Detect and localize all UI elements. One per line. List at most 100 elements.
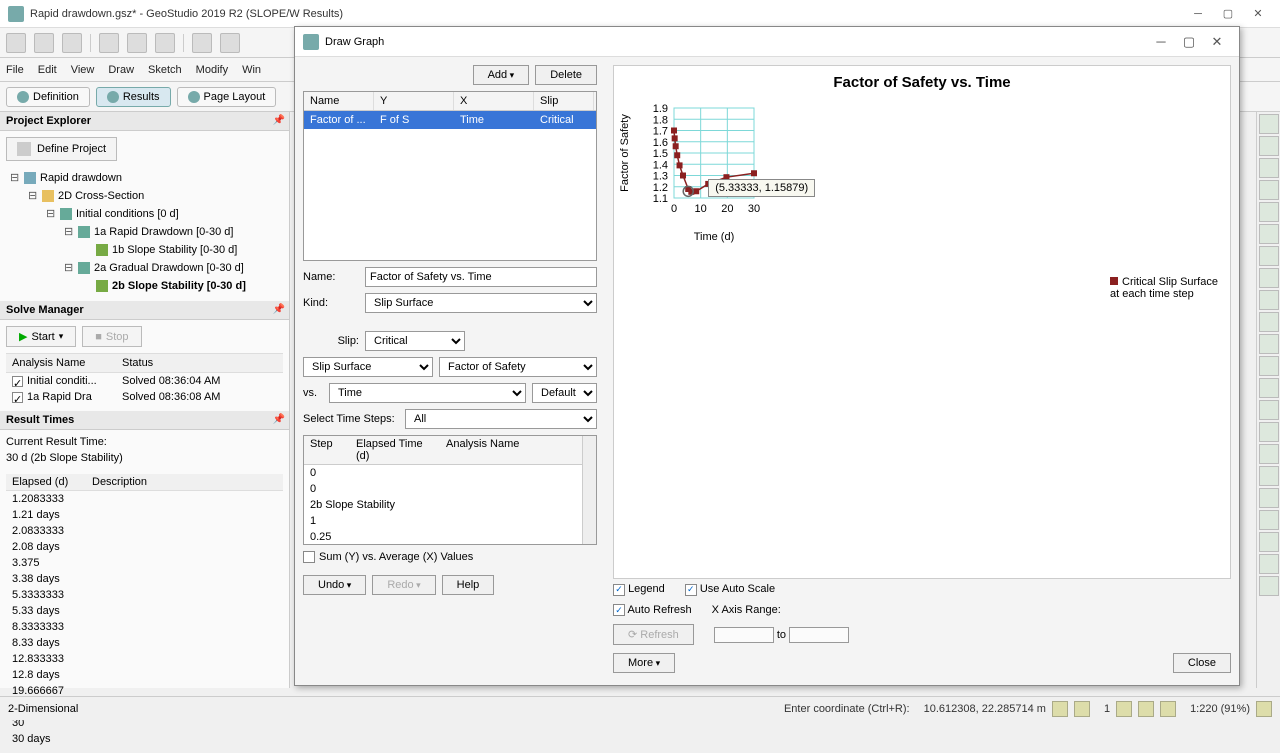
- tool-icon[interactable]: [1259, 576, 1279, 596]
- steps-select[interactable]: All: [405, 409, 597, 429]
- redo-button[interactable]: Redo: [372, 575, 435, 595]
- help-icon[interactable]: [1256, 701, 1272, 717]
- stop-button[interactable]: ■Stop: [82, 326, 141, 347]
- tree-node[interactable]: ⊟Rapid drawdown: [6, 169, 283, 187]
- x-range-from[interactable]: [714, 627, 774, 643]
- start-button[interactable]: ▶Start▾: [6, 326, 76, 347]
- mode-definition[interactable]: Definition: [6, 87, 90, 107]
- zoom-in-icon[interactable]: [1160, 701, 1176, 717]
- time-steps-table[interactable]: StepElapsed Time (d)Analysis Name 002b S…: [303, 435, 597, 545]
- pin-icon[interactable]: 📌: [273, 115, 285, 126]
- save-icon[interactable]: [62, 33, 82, 53]
- dialog-minimize-icon[interactable]: ─: [1147, 34, 1175, 49]
- redo-icon[interactable]: [220, 33, 240, 53]
- zoom-out-icon[interactable]: [1116, 701, 1132, 717]
- close-button[interactable]: Close: [1173, 653, 1231, 673]
- help-button[interactable]: Help: [442, 575, 495, 595]
- undo-icon[interactable]: [192, 33, 212, 53]
- menu-edit[interactable]: Edit: [38, 64, 57, 76]
- analysis-row[interactable]: ✓ Initial conditi...Solved 08:36:04 AM: [6, 373, 283, 389]
- tool-icon[interactable]: [1259, 510, 1279, 530]
- auto-refresh-checkbox[interactable]: ✓: [613, 604, 625, 616]
- tree-node[interactable]: 2b Slope Stability [0-30 d]: [6, 277, 283, 295]
- tool-icon[interactable]: [1259, 114, 1279, 134]
- tool-icon[interactable]: [1259, 224, 1279, 244]
- zoom-fit-icon[interactable]: [1138, 701, 1154, 717]
- menu-file[interactable]: File: [6, 64, 24, 76]
- menu-modify[interactable]: Modify: [196, 64, 228, 76]
- graph-list[interactable]: Name Y X Slip Factor of ... F of S Time …: [303, 91, 597, 261]
- tool-icon[interactable]: [1259, 488, 1279, 508]
- project-tree[interactable]: ⊟Rapid drawdown⊟2D Cross-Section⊟Initial…: [6, 169, 283, 295]
- auto-scale-checkbox[interactable]: ✓: [685, 584, 697, 596]
- close-icon[interactable]: ✕: [1244, 4, 1272, 24]
- pin-icon[interactable]: 📌: [273, 414, 285, 425]
- result-time-row[interactable]: 8.33333338.33 days: [6, 619, 283, 651]
- tool-icon[interactable]: [1259, 554, 1279, 574]
- sum-avg-checkbox[interactable]: [303, 551, 315, 563]
- tool-icon[interactable]: [1259, 312, 1279, 332]
- dialog-close-icon[interactable]: ✕: [1203, 34, 1231, 50]
- result-time-row[interactable]: 2.08333332.08 days: [6, 523, 283, 555]
- slip-select[interactable]: Critical: [365, 331, 465, 351]
- graph-list-row[interactable]: Factor of ... F of S Time Critical: [304, 111, 596, 129]
- tool-icon[interactable]: [1259, 400, 1279, 420]
- refresh-button[interactable]: ⟳ Refresh: [613, 624, 694, 645]
- mode-results[interactable]: Results: [96, 87, 171, 107]
- define-project-button[interactable]: Define Project: [6, 137, 117, 161]
- undo-button[interactable]: Undo: [303, 575, 366, 595]
- snap-icon[interactable]: [1052, 701, 1068, 717]
- delete-button[interactable]: Delete: [535, 65, 597, 85]
- step-row[interactable]: 10.252b Slope Stability: [304, 513, 596, 545]
- pin-icon[interactable]: 📌: [273, 304, 285, 315]
- axis2-select[interactable]: Factor of Safety: [439, 357, 597, 377]
- menu-sketch[interactable]: Sketch: [148, 64, 182, 76]
- tool-icon[interactable]: [1259, 378, 1279, 398]
- menu-view[interactable]: View: [71, 64, 95, 76]
- axis1-select[interactable]: Slip Surface: [303, 357, 433, 377]
- tree-node[interactable]: 1b Slope Stability [0-30 d]: [6, 241, 283, 259]
- menu-draw[interactable]: Draw: [108, 64, 134, 76]
- vs-select[interactable]: Time: [329, 383, 526, 403]
- scrollbar[interactable]: [582, 436, 596, 544]
- mode-page-layout[interactable]: Page Layout: [177, 87, 277, 107]
- name-input[interactable]: [365, 267, 597, 287]
- tool-icon[interactable]: [1259, 422, 1279, 442]
- result-time-row[interactable]: 12.83333312.8 days: [6, 651, 283, 683]
- minimize-icon[interactable]: ─: [1184, 4, 1212, 24]
- tool-icon[interactable]: [1259, 246, 1279, 266]
- vs-default-select[interactable]: Default: [532, 383, 597, 403]
- tool-icon[interactable]: [1259, 334, 1279, 354]
- tree-node[interactable]: ⊟1a Rapid Drawdown [0-30 d]: [6, 223, 283, 241]
- maximize-icon[interactable]: ▢: [1214, 4, 1242, 24]
- tool-icon[interactable]: [1259, 444, 1279, 464]
- step-row[interactable]: 002b Slope Stability: [304, 465, 596, 513]
- tool-icon[interactable]: [1259, 268, 1279, 288]
- dialog-maximize-icon[interactable]: ▢: [1175, 34, 1203, 50]
- tool-icon[interactable]: [1259, 290, 1279, 310]
- tree-node[interactable]: ⊟2D Cross-Section: [6, 187, 283, 205]
- menu-window[interactable]: Win: [242, 64, 261, 76]
- tool-icon[interactable]: [1259, 136, 1279, 156]
- result-time-row[interactable]: 1.20833331.21 days: [6, 491, 283, 523]
- more-button[interactable]: More: [613, 653, 675, 673]
- copy-icon[interactable]: [127, 33, 147, 53]
- tool-icon[interactable]: [1259, 532, 1279, 552]
- tool-icon[interactable]: [1259, 356, 1279, 376]
- result-time-row[interactable]: 3.3753.38 days: [6, 555, 283, 587]
- add-button[interactable]: Add: [473, 65, 530, 85]
- tool-icon[interactable]: [1259, 158, 1279, 178]
- tool-icon[interactable]: [1259, 202, 1279, 222]
- analysis-row[interactable]: ✓ 1a Rapid DraSolved 08:36:08 AM: [6, 389, 283, 405]
- tree-node[interactable]: ⊟2a Gradual Drawdown [0-30 d]: [6, 259, 283, 277]
- new-icon[interactable]: [6, 33, 26, 53]
- tree-node[interactable]: ⊟Initial conditions [0 d]: [6, 205, 283, 223]
- x-range-to[interactable]: [789, 627, 849, 643]
- result-time-row[interactable]: 5.33333335.33 days: [6, 587, 283, 619]
- print-icon[interactable]: [99, 33, 119, 53]
- kind-select[interactable]: Slip Surface: [365, 293, 597, 313]
- tool-icon[interactable]: [1259, 466, 1279, 486]
- legend-checkbox[interactable]: ✓: [613, 584, 625, 596]
- grid-icon[interactable]: [1074, 701, 1090, 717]
- open-icon[interactable]: [34, 33, 54, 53]
